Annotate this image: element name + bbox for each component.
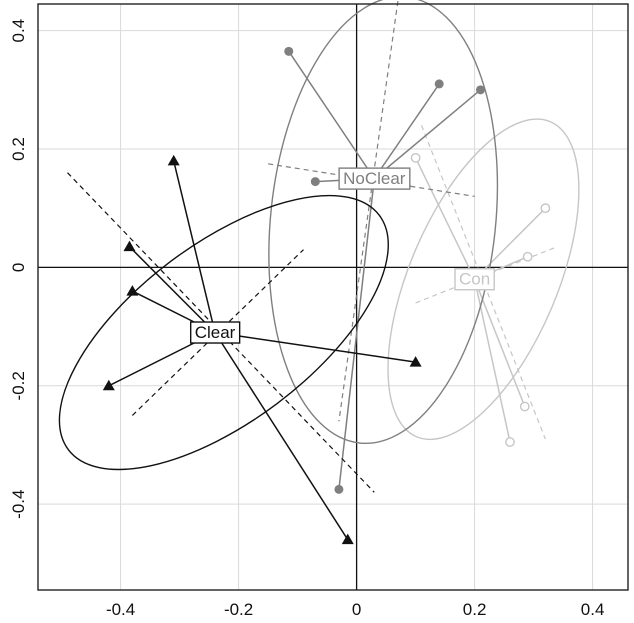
point-clear [341,533,354,545]
spoke-noclear [373,83,440,180]
spoke-con [414,157,476,280]
point-con [519,401,530,412]
point-con [410,152,421,163]
group-clear [58,154,422,545]
label-box-clear [189,321,241,344]
zero-axes [38,4,628,590]
label-noclear: NoClear [338,167,411,190]
label-clear: Clear [189,321,241,344]
x-tick-label: 0.2 [463,600,487,619]
group-labels-layer: Con NoClear Clear [189,167,495,344]
x-tick-label: 0.4 [581,600,605,619]
point-noclear [434,79,444,89]
label-box-con [454,268,495,291]
ellipse-clear [58,194,389,471]
point-clear [409,356,422,367]
spoke-clear [128,246,216,334]
point-noclear [476,85,485,95]
tick-labels-layer: -0.4 -0.2 0 0.2 0.4 -0.4 -0.2 0 0.2 0.4 [9,19,604,619]
dashed-axis-noclear [268,163,475,197]
dashed-axis-noclear [338,0,399,422]
y-tick-label: 0.4 [9,19,28,43]
x-tick-label: -0.2 [224,600,253,619]
point-noclear [310,177,320,187]
spoke-con [473,278,526,407]
label-con: Con [454,268,495,291]
ellipse-noclear [268,0,499,445]
spoke-clear [214,331,416,363]
spoke-con [474,207,546,280]
spoke-noclear [373,89,481,180]
spoke-noclear [338,178,376,490]
ellipse-con [387,118,580,441]
label-text-con: Con [459,270,490,289]
plot-frame [37,3,629,591]
point-clear [126,285,139,296]
point-noclear [284,46,294,56]
point-noclear [334,484,344,494]
grid-layer [38,4,628,590]
label-text-clear: Clear [195,323,236,342]
dashed-axis-con [420,125,546,440]
label-box-noclear [338,167,411,190]
y-tick-label: -0.2 [9,371,28,400]
point-clear [167,154,180,166]
spoke-clear [214,332,349,541]
point-clear [123,240,136,252]
point-clear [102,379,115,391]
group-noclear [268,0,499,494]
point-con [505,437,515,447]
label-text-noclear: NoClear [343,169,406,188]
spoke-noclear [288,50,375,180]
x-tick-label: -0.4 [106,600,135,619]
y-tick-label: 0.2 [9,137,28,161]
point-con [540,203,551,214]
spoke-clear [172,160,216,333]
y-tick-label: -0.4 [9,490,28,519]
groups-layer [58,0,580,545]
point-con [522,251,533,262]
x-tick-label: 0 [352,600,361,619]
y-tick-label: 0 [9,263,28,272]
group-con [387,118,580,447]
dashed-axis-clear [67,172,375,493]
